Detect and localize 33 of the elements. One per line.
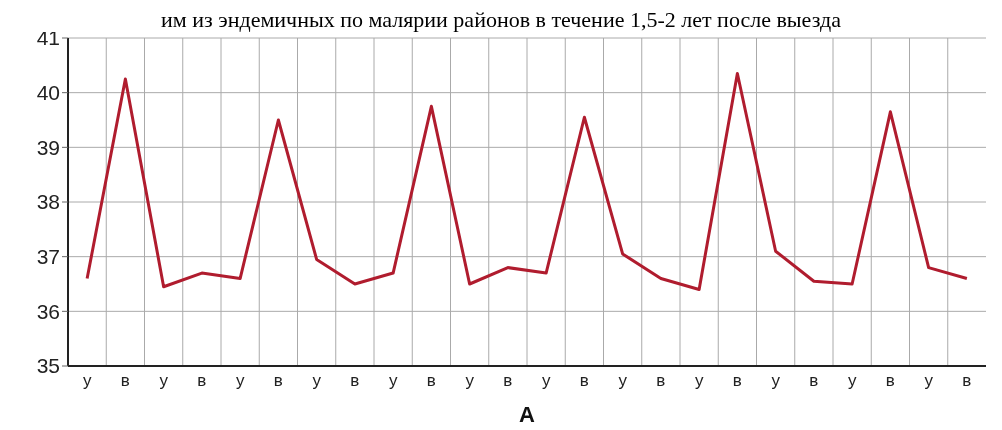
x-tick-label: у (694, 371, 704, 391)
x-tick-label: у (771, 371, 781, 391)
y-tick-label: 40 (36, 81, 60, 105)
x-tick-label: в (809, 371, 819, 391)
x-tick-label: в (273, 371, 283, 391)
x-tick-label: у (388, 371, 398, 391)
x-tick-label: у (235, 371, 245, 391)
x-tick-label: в (426, 371, 436, 391)
x-axis-title: А (519, 402, 536, 427)
x-tick-label: у (541, 371, 551, 391)
x-tick-label: у (159, 371, 169, 391)
y-tick-label: 36 (36, 299, 60, 323)
y-tick-label: 38 (36, 190, 60, 214)
chart-title: им из эндемичных по малярии районов в течение 1,5-2 лет после выезда (161, 7, 841, 32)
x-tick-label: в (503, 371, 513, 391)
x-tick-label: в (732, 371, 742, 391)
x-tick-label: в (656, 371, 666, 391)
x-tick-label: в (962, 371, 972, 391)
x-tick-label: у (465, 371, 475, 391)
x-tick-label: у (924, 371, 934, 391)
x-tick-label: у (82, 371, 92, 391)
y-tick-label: 37 (36, 245, 60, 269)
x-tick-label: в (197, 371, 207, 391)
line-series (85, 72, 969, 291)
x-tick-label: в (350, 371, 360, 391)
y-tick-label: 39 (36, 135, 60, 159)
x-tick-label: у (847, 371, 857, 391)
x-tick-label: у (618, 371, 628, 391)
x-tick-label: у (312, 371, 322, 391)
y-tick-label: 35 (36, 354, 60, 378)
x-tick-label: в (120, 371, 130, 391)
x-tick-label: в (885, 371, 895, 391)
x-tick-label: в (579, 371, 589, 391)
